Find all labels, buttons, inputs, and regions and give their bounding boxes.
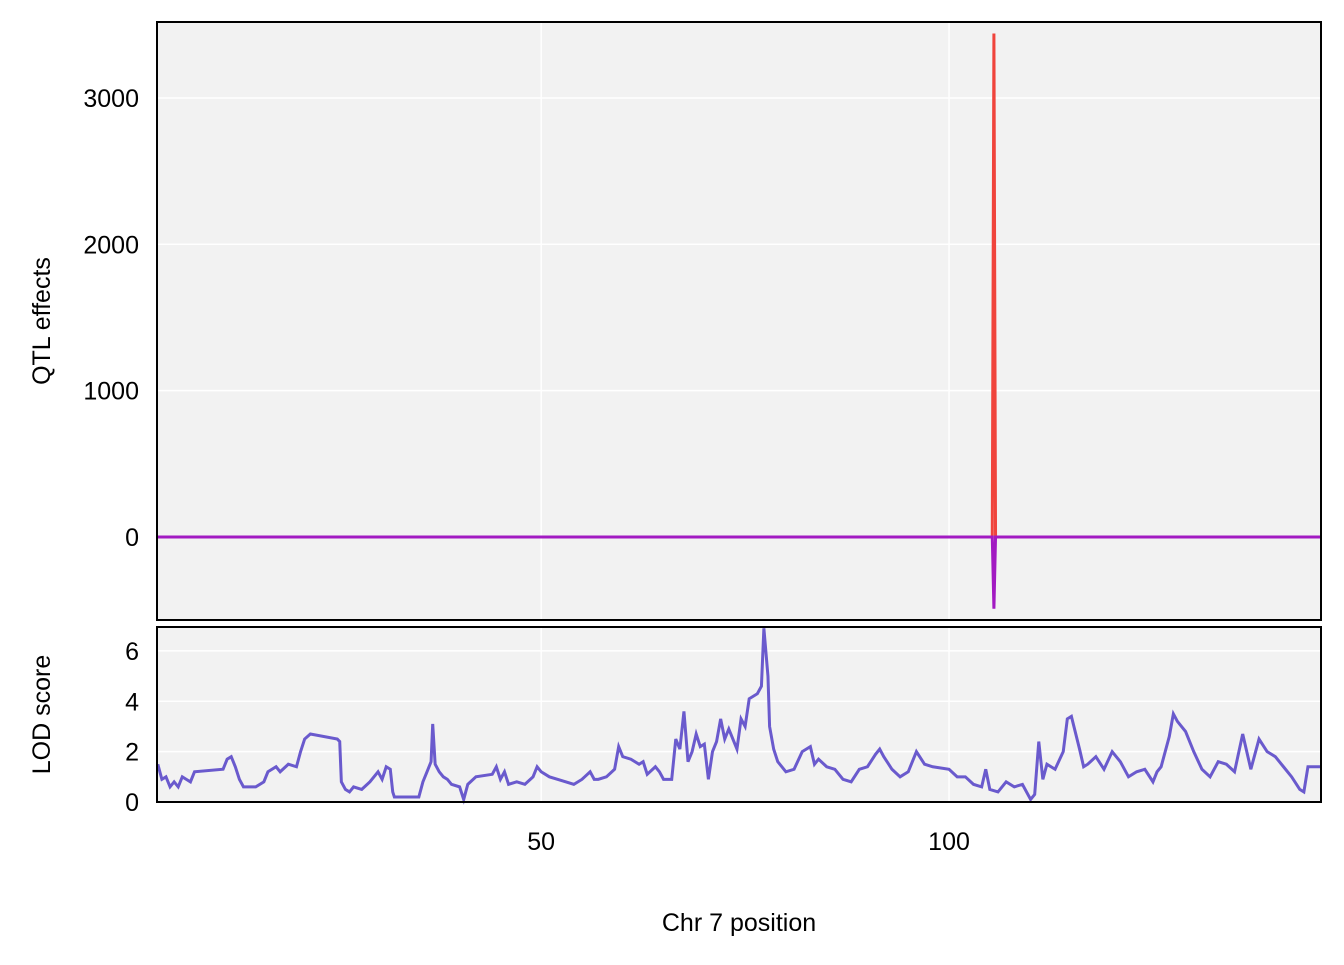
series-line — [156, 628, 1321, 805]
series-line — [157, 535, 1321, 609]
y-tick-label: 2 — [125, 739, 139, 767]
y-tick-label: 1000 — [83, 378, 139, 406]
y-axis-label: QTL effects — [28, 257, 56, 385]
x-tick-label: 100 — [928, 828, 970, 856]
y-tick-label: 6 — [125, 638, 139, 666]
y-tick-label: 3000 — [83, 85, 139, 113]
plot-border — [156, 21, 1322, 621]
x-axis-label: Chr 7 position — [662, 909, 816, 937]
y-tick-label: 2000 — [83, 231, 139, 259]
y-axis-label: LOD score — [28, 655, 56, 774]
y-tick-label: 4 — [125, 688, 139, 716]
plot-background — [157, 22, 1321, 620]
y-tick-label: 0 — [125, 789, 139, 817]
plot-background — [157, 627, 1321, 802]
plot-border — [156, 626, 1322, 803]
y-tick-label: 0 — [125, 524, 139, 552]
x-tick-label: 50 — [527, 828, 555, 856]
